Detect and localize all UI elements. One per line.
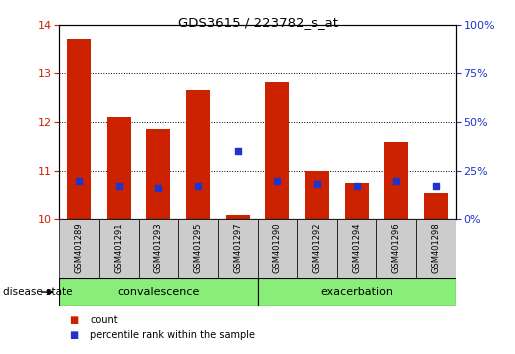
Bar [345, 183, 369, 219]
Text: ■: ■ [70, 315, 79, 325]
Text: GSM401294: GSM401294 [352, 222, 361, 273]
Bar [186, 91, 210, 219]
Text: ■: ■ [70, 330, 79, 339]
Text: GDS3615 / 223782_s_at: GDS3615 / 223782_s_at [178, 16, 337, 29]
Point [432, 183, 440, 189]
Bar [305, 171, 329, 219]
Bar [178, 219, 218, 278]
Point [194, 183, 202, 189]
Text: GSM401289: GSM401289 [75, 222, 83, 273]
Text: GSM401290: GSM401290 [273, 222, 282, 273]
Bar [337, 219, 376, 278]
Bar [139, 219, 178, 278]
Bar [59, 219, 99, 278]
Text: GSM401296: GSM401296 [392, 222, 401, 273]
Bar [258, 219, 297, 278]
Bar [146, 130, 170, 219]
Text: convalescence: convalescence [117, 287, 199, 297]
Bar [376, 219, 416, 278]
Bar [226, 215, 250, 219]
Bar [59, 278, 258, 306]
Bar [384, 142, 408, 219]
Text: GSM401297: GSM401297 [233, 222, 242, 273]
Text: GSM401291: GSM401291 [114, 222, 123, 273]
Point [154, 185, 162, 191]
Text: disease state: disease state [3, 287, 72, 297]
Point [392, 178, 401, 183]
Text: GSM401298: GSM401298 [432, 222, 440, 273]
Bar [416, 219, 456, 278]
Text: GSM401293: GSM401293 [154, 222, 163, 273]
Bar [99, 219, 139, 278]
Text: percentile rank within the sample: percentile rank within the sample [90, 330, 255, 339]
Bar [218, 219, 258, 278]
Bar [258, 278, 456, 306]
Point [313, 182, 321, 187]
Bar [424, 193, 448, 219]
Bar [67, 39, 91, 219]
Text: count: count [90, 315, 118, 325]
Point [273, 178, 281, 183]
Point [352, 183, 360, 189]
Text: exacerbation: exacerbation [320, 287, 393, 297]
Bar [297, 219, 337, 278]
Bar [265, 82, 289, 219]
Text: GSM401292: GSM401292 [313, 222, 321, 273]
Bar [107, 117, 131, 219]
Point [114, 183, 123, 189]
Point [75, 178, 83, 183]
Point [233, 149, 242, 154]
Text: GSM401295: GSM401295 [194, 222, 202, 273]
